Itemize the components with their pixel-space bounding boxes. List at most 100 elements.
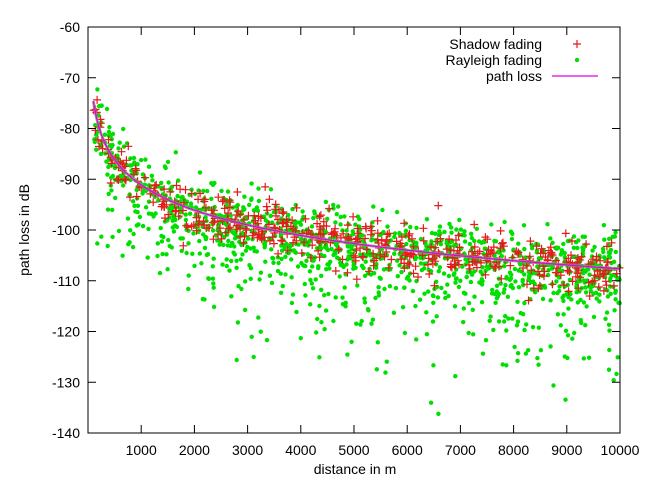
shadow-point (334, 245, 343, 254)
rayleigh-point (581, 278, 586, 283)
shadow-point (352, 275, 361, 284)
rayleigh-point (566, 306, 571, 311)
rayleigh-point (605, 294, 611, 299)
rayleigh-point (429, 239, 434, 244)
shadow-point (397, 255, 405, 264)
rayleigh-point (323, 242, 329, 248)
shadow-point (349, 251, 358, 260)
rayleigh-point (479, 240, 484, 245)
rayleigh-point (133, 161, 138, 167)
shadow-point (366, 230, 375, 239)
rayleigh-point (304, 258, 309, 263)
shadow-point (131, 164, 140, 173)
shadow-point (183, 223, 192, 232)
rayleigh-point (305, 252, 311, 257)
shadow-point (499, 242, 508, 251)
shadow-point (263, 206, 272, 215)
shadow-point (301, 214, 310, 223)
rayleigh-point (615, 355, 620, 360)
rayleigh-point (110, 207, 115, 213)
rayleigh-point (570, 336, 575, 341)
y-tick-label: -80 (60, 121, 80, 137)
shadow-point (499, 238, 507, 247)
rayleigh-point (230, 241, 235, 246)
rayleigh-point (373, 295, 378, 301)
rayleigh-point (338, 214, 343, 220)
shadow-point (411, 262, 420, 271)
rayleigh-point (453, 280, 458, 285)
rayleigh-point (159, 233, 164, 239)
rayleigh-point (536, 325, 541, 330)
rayleigh-point (462, 229, 467, 234)
shadow-point (122, 156, 131, 165)
rayleigh-point (606, 322, 612, 327)
shadow-point (523, 280, 531, 289)
rayleigh-point (158, 225, 163, 231)
y-axis-label: path loss in dB (16, 184, 32, 276)
rayleigh-point (469, 272, 475, 277)
rayleigh-point (333, 251, 338, 256)
rayleigh-point (243, 279, 248, 284)
data-points (89, 87, 624, 416)
rayleigh-point (576, 238, 581, 243)
rayleigh-point (445, 282, 450, 287)
rayleigh-point (371, 271, 377, 276)
rayleigh-point (575, 245, 580, 251)
rayleigh-point (428, 269, 434, 274)
rayleigh-point (255, 208, 261, 213)
rayleigh-point (479, 300, 485, 305)
rayleigh-point (510, 231, 515, 236)
rayleigh-point (371, 204, 376, 209)
rayleigh-point (494, 283, 500, 288)
rayleigh-point (256, 315, 261, 320)
shadow-point (477, 258, 485, 267)
shadow-point (171, 207, 180, 216)
rayleigh-point (354, 321, 359, 326)
rayleigh-point (280, 283, 285, 289)
rayleigh-point (128, 228, 133, 233)
rayleigh-point (129, 168, 134, 173)
shadow-point (574, 284, 583, 293)
rayleigh-point (314, 330, 319, 335)
rayleigh-point (463, 257, 468, 262)
shadow-point (250, 211, 259, 220)
rayleigh-point (131, 155, 137, 161)
rayleigh-point (453, 374, 458, 379)
rayleigh-point (95, 241, 100, 246)
shadow-point (292, 203, 301, 212)
rayleigh-point (376, 285, 381, 290)
rayleigh-point (597, 292, 602, 297)
rayleigh-point (165, 159, 171, 165)
rayleigh-point (424, 310, 429, 315)
shadow-point (338, 255, 347, 264)
shadow-point (404, 231, 413, 240)
rayleigh-point (522, 327, 527, 333)
shadow-point (612, 269, 621, 278)
shadow-point (552, 268, 561, 277)
rayleigh-point (205, 252, 211, 257)
rayleigh-point (256, 198, 262, 204)
shadow-point (314, 246, 323, 255)
shadow-point (599, 270, 607, 279)
rayleigh-point (333, 295, 338, 300)
rayleigh-point (210, 264, 215, 269)
rayleigh-point (262, 245, 267, 250)
y-tick-label: -70 (60, 70, 80, 86)
rayleigh-point (303, 293, 308, 298)
shadow-point (126, 193, 134, 202)
rayleigh-point (225, 243, 230, 248)
rayleigh-point (247, 202, 252, 208)
rayleigh-point (431, 363, 436, 368)
rayleigh-point (374, 265, 379, 270)
rayleigh-point (157, 270, 163, 276)
shadow-point (595, 272, 603, 281)
rayleigh-point (468, 279, 474, 285)
shadow-point (419, 224, 428, 233)
shadow-point (405, 260, 414, 269)
rayleigh-point (284, 250, 290, 255)
rayleigh-point (252, 248, 257, 254)
shadow-point (548, 251, 557, 259)
rayleigh-point (424, 332, 430, 337)
shadow-point (269, 239, 278, 248)
rayleigh-point (358, 322, 363, 327)
